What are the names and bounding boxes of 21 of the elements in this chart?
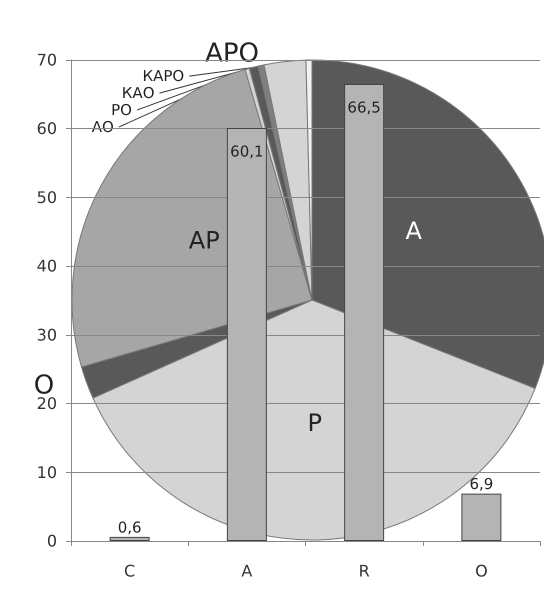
x-tick-label: R <box>358 562 370 580</box>
slice-label: КАРО <box>142 67 184 86</box>
slice-label: КАО <box>122 84 155 102</box>
y-tick-label: 10 <box>36 462 57 482</box>
slice-label: АР <box>188 226 220 255</box>
x-tick-label: O <box>475 562 488 580</box>
y-tick-label: 50 <box>36 188 57 207</box>
x-tick-label: C <box>124 562 136 580</box>
y-tick-label: 70 <box>36 50 57 70</box>
data-label: 60,1 <box>230 142 264 161</box>
y-tick-label: 30 <box>36 325 57 344</box>
x-tick-label: A <box>241 562 252 580</box>
data-label: 66,5 <box>347 98 381 117</box>
data-label: 6,9 <box>469 475 494 494</box>
y-tick-label: 60 <box>36 119 57 138</box>
slice-label: Р <box>307 408 322 437</box>
data-label: 0,6 <box>118 518 142 536</box>
y-tick-label: 40 <box>36 256 57 276</box>
slice-label: РО <box>111 101 132 120</box>
slice-label: А <box>406 216 423 245</box>
y-tick-label: 0 <box>46 532 57 550</box>
